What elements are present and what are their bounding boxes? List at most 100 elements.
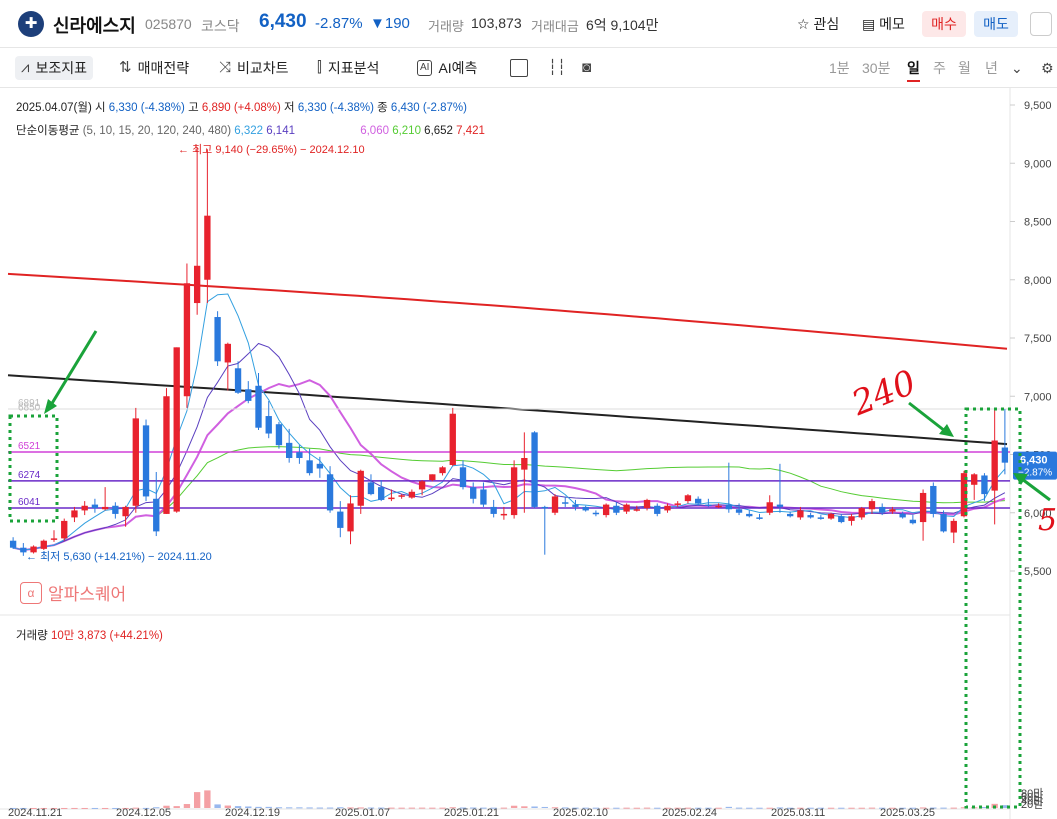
candle — [347, 495, 354, 545]
volume-bar — [480, 807, 487, 809]
candle — [960, 470, 968, 518]
analysis-button[interactable]: ⫿ 지표분석 — [317, 56, 379, 80]
watch-button[interactable]: ☆ 관심 — [797, 11, 839, 37]
candle-body — [480, 489, 487, 505]
chevron-down-icon[interactable]: ⌄ — [1011, 60, 1023, 76]
level-label: 6850 — [18, 403, 41, 414]
volume-panel-value: 10만 3,873 (+44.21%) — [50, 630, 163, 642]
candle-type-button[interactable]: ┆┆ — [548, 56, 566, 80]
compare-button[interactable]: ⤨ 비교차트 — [219, 56, 289, 80]
volume-bar — [510, 805, 518, 808]
candle-body — [756, 517, 763, 519]
candle — [286, 428, 293, 463]
candle — [694, 496, 702, 506]
candle — [459, 460, 467, 490]
candle-body — [602, 504, 610, 516]
volume-bar — [531, 806, 538, 808]
volume-bar — [347, 807, 354, 809]
period-day[interactable]: 일 — [907, 56, 920, 82]
candle-body — [153, 498, 160, 532]
volume-bar — [408, 807, 416, 809]
star-icon: ☆ — [797, 16, 810, 32]
candle — [592, 510, 600, 517]
candle-body — [408, 491, 416, 498]
volume-bar — [316, 807, 324, 809]
candle-body — [183, 283, 191, 397]
candle — [510, 460, 518, 519]
volume-bar — [756, 807, 763, 809]
candle — [193, 146, 201, 315]
candle-body — [930, 485, 937, 514]
sell-button[interactable]: 매도 — [974, 11, 1018, 37]
candle-body — [694, 498, 702, 504]
candle — [950, 518, 957, 544]
candle — [766, 495, 773, 516]
candle-body — [9, 540, 17, 548]
period-1min[interactable]: 1분 — [829, 60, 850, 76]
period-30min[interactable]: 30분 — [862, 60, 891, 76]
left-arrow-icon: ← — [26, 551, 37, 563]
period-week[interactable]: 주 — [933, 60, 946, 76]
screenshot-button[interactable]: ◙ — [582, 56, 591, 80]
candle — [623, 503, 630, 514]
candle — [480, 482, 487, 507]
candle — [746, 510, 753, 518]
period-year[interactable]: 년 — [985, 60, 998, 76]
ma5-value: 6,322 — [234, 125, 264, 137]
candle-body — [193, 265, 201, 304]
candle — [827, 512, 835, 520]
candle-body — [367, 482, 375, 495]
candle-body — [245, 389, 252, 401]
volume-bar — [654, 807, 661, 809]
candle-body — [715, 505, 722, 508]
candle-body — [255, 385, 262, 428]
candle-body — [797, 510, 804, 518]
volume-bar — [981, 807, 988, 809]
candle-body — [204, 215, 211, 280]
candle — [265, 400, 272, 439]
stock-name[interactable]: 신라에스지 — [53, 16, 136, 36]
ai-predict-button[interactable]: AI AI예측 — [417, 56, 477, 80]
candle — [848, 513, 855, 526]
price-chart[interactable]: 9,5009,0008,5008,0007,5007,0006,5006,000… — [0, 88, 1057, 819]
candle — [981, 473, 988, 502]
buy-button[interactable]: 매수 — [922, 11, 966, 37]
square-tool-button[interactable] — [510, 56, 528, 80]
gear-icon[interactable]: ⚙ — [1041, 60, 1054, 76]
candle — [71, 506, 78, 523]
candle — [61, 518, 68, 541]
volume-bar — [633, 807, 640, 809]
green-arrowhead-right — [1013, 473, 1028, 485]
candle — [163, 388, 170, 514]
candle — [224, 342, 231, 391]
candle-body — [306, 460, 313, 474]
green-arrow-right — [1021, 477, 1051, 502]
candle — [245, 381, 252, 404]
volume-bar — [9, 807, 17, 809]
candle-body — [173, 347, 180, 512]
volume-bar — [470, 807, 477, 809]
panel-toggle-button[interactable] — [1030, 12, 1052, 36]
price-tick-label: 5,500 — [1024, 566, 1052, 578]
strategy-button[interactable]: ⇅ 매매전략 — [119, 56, 189, 80]
period-month[interactable]: 월 — [958, 60, 971, 76]
candle — [234, 361, 242, 394]
candle-body — [664, 505, 671, 511]
ma-periods: (5, 10, 15, 20, 120, 240, 480) — [82, 125, 232, 137]
candle-body — [909, 519, 917, 524]
indicators-button[interactable]: ⩘ 보조지표 — [15, 56, 93, 80]
volume-bar — [306, 807, 313, 809]
handwritten-240: 240 — [845, 363, 921, 425]
current-price-tag-price: 6,430 — [1020, 455, 1048, 467]
volume-tick-label: 60만 — [1021, 791, 1043, 804]
volume-bar — [122, 807, 129, 809]
current-price: 6,430 — [259, 11, 307, 32]
price-tick-label: 8,500 — [1024, 217, 1052, 229]
camera-icon: ◙ — [582, 59, 592, 76]
candle — [142, 419, 150, 502]
volume-bar — [357, 807, 364, 809]
volume-bar — [807, 807, 814, 809]
square-icon — [510, 59, 528, 77]
memo-button[interactable]: ▤ 메모 — [862, 11, 905, 37]
candle-body — [940, 513, 947, 532]
